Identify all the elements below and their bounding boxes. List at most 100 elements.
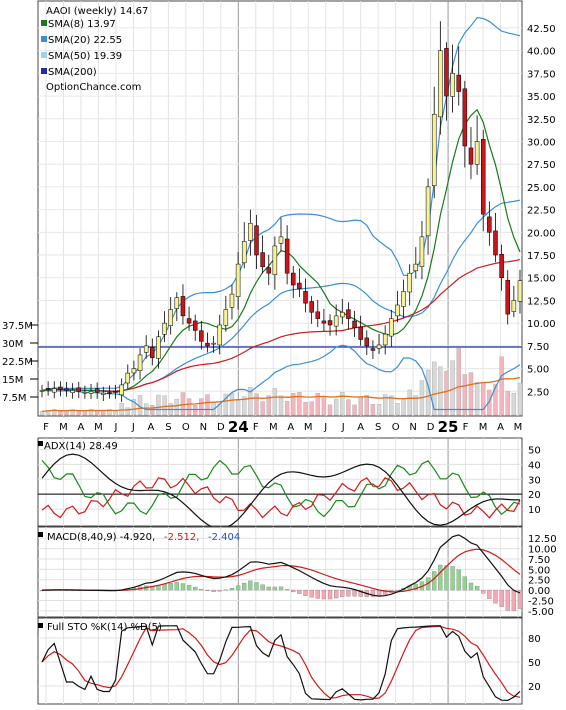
volume-bar — [493, 384, 498, 416]
volume-bar — [511, 392, 517, 416]
volume-bar — [39, 411, 45, 416]
candle-body — [303, 291, 308, 304]
candle-body — [358, 326, 363, 340]
candle-body — [88, 391, 94, 394]
volume-tick: 37.5M — [2, 321, 33, 332]
volume-bar — [58, 411, 63, 416]
volume-bar — [107, 409, 112, 416]
volume-bar — [438, 366, 443, 416]
sto-marker — [38, 623, 43, 628]
volume-tick: 7.5M — [2, 393, 27, 404]
volume-bar — [242, 396, 247, 416]
macd-histogram — [39, 564, 523, 611]
macd-hist-bar — [217, 589, 222, 592]
candle-body — [168, 309, 173, 326]
volume-ma-line — [41, 376, 521, 413]
volume-bar — [382, 394, 388, 416]
macd-tick: 12.50 — [528, 534, 557, 545]
price-tick: 15.00 — [527, 274, 556, 285]
volume-bar — [193, 405, 198, 416]
price-tick: 7.50 — [527, 342, 549, 353]
volume-bar — [505, 390, 510, 416]
macd-hist-bar — [499, 589, 504, 607]
volume-axis-ticks: 37.5M 30M 22.5M 15M 7.5M — [2, 321, 38, 404]
candle-body — [211, 342, 216, 345]
macd-hist-bar — [223, 589, 228, 591]
candle-body — [235, 263, 241, 297]
volume-bar — [199, 398, 204, 416]
volume-bar — [303, 401, 308, 416]
macd-tick: 0.00 — [528, 586, 550, 597]
x-label: J — [323, 422, 327, 433]
x-label: F — [463, 422, 469, 433]
macd-hist-bar — [395, 589, 400, 591]
candle-body — [309, 301, 314, 313]
candle-body — [143, 345, 149, 353]
macd-hist-bar — [248, 580, 253, 591]
x-label: A — [357, 422, 364, 433]
macd-hist-bar — [242, 582, 247, 591]
price-tick: 17.50 — [527, 251, 556, 262]
candle-body — [119, 384, 124, 396]
candle-body — [315, 311, 321, 319]
macd-hist-bar — [352, 589, 357, 597]
price-tick: 27.50 — [527, 160, 556, 171]
macd-tick: 7.50 — [528, 555, 550, 566]
candle-body — [192, 320, 198, 331]
x-label: J — [113, 422, 117, 433]
watermark: OptionChance.com — [46, 82, 141, 93]
price-tick: 12.50 — [527, 296, 556, 307]
volume-bar — [284, 401, 290, 416]
candle-body — [370, 348, 376, 351]
adx-line — [41, 453, 520, 530]
price-tick: 42.50 — [527, 24, 556, 35]
volume-bar — [278, 395, 284, 416]
adx-tick: 40 — [528, 460, 541, 471]
legend-swatch-sma200 — [41, 68, 47, 74]
x-label: A — [78, 422, 85, 433]
candle-body — [284, 238, 290, 274]
volume-bar — [70, 409, 75, 416]
x-label: S — [375, 422, 381, 433]
candle-body — [505, 279, 510, 315]
volume-tick: 15M — [2, 375, 23, 386]
candle-body — [395, 304, 400, 317]
macd-hist-bar — [481, 589, 486, 594]
x-label: N — [409, 422, 416, 433]
x-label: D — [427, 422, 435, 433]
candle-body — [248, 222, 253, 241]
sto-k-line — [41, 625, 521, 702]
candle-body — [266, 267, 271, 274]
macd-hist-bar — [235, 585, 241, 591]
macd-hist-bar — [260, 584, 265, 591]
candle-body — [376, 344, 382, 349]
candle-body — [333, 315, 339, 327]
candle-body — [101, 392, 106, 395]
price-tick: 30.00 — [527, 137, 556, 148]
price-tick: 20.00 — [527, 228, 556, 239]
volume-bar — [333, 398, 339, 416]
candle-body — [456, 74, 461, 92]
candle-body — [180, 296, 186, 317]
volume-bar — [517, 382, 523, 416]
volume-bar — [119, 402, 124, 416]
x-label: J — [341, 422, 345, 433]
volume-bar — [174, 398, 180, 416]
candle-body — [511, 300, 517, 312]
volume-bar — [125, 407, 130, 416]
candle-body — [425, 186, 431, 237]
x-label: F — [43, 422, 49, 433]
volume-bar — [235, 400, 241, 416]
adx-tick: 10 — [528, 505, 541, 516]
candle-body — [150, 347, 155, 358]
volume-bar — [376, 404, 382, 416]
candle-body — [468, 147, 474, 165]
candle-body — [39, 390, 45, 392]
macd-hist-bar — [180, 583, 186, 591]
macd-hist-bar — [376, 589, 382, 597]
volume-bar — [456, 347, 461, 416]
macd-line — [41, 534, 521, 597]
macd-hist-bar — [468, 582, 474, 591]
candle-body — [64, 388, 69, 391]
